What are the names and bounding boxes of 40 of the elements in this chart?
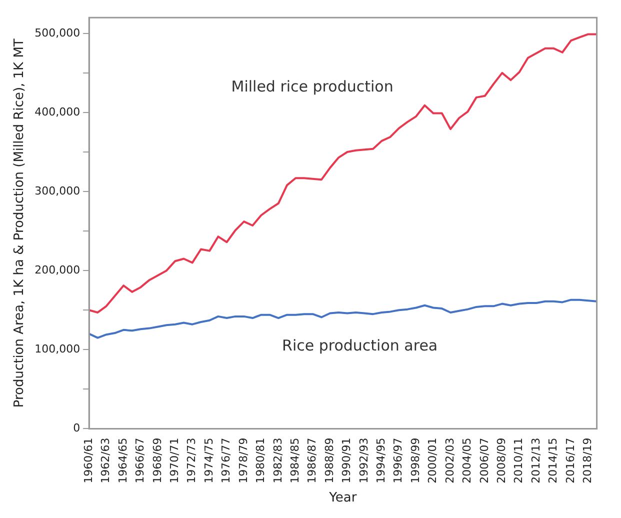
x-tick-label: 1990/91: [340, 438, 354, 484]
x-tick-label: 1964/65: [116, 438, 130, 484]
x-tick-label: 1994/95: [374, 438, 388, 484]
x-tick-label: 1982/83: [271, 438, 284, 484]
x-tick-label: 1966/67: [134, 438, 147, 484]
x-tick-label: 2006/07: [478, 438, 491, 484]
x-tick-label: 2018/19: [581, 438, 594, 484]
y-axis-title: Production Area, 1K ha & Production (Milled Rice), 1K MT: [12, 38, 28, 408]
x-tick-label: 2002/03: [443, 438, 456, 484]
y-tick-label: 400,000: [34, 105, 80, 118]
x-tick-label: 1984/85: [288, 438, 302, 484]
x-tick-label: 1974/75: [202, 438, 216, 484]
x-tick-label: 1970/71: [168, 438, 181, 484]
x-tick-label: 1968/69: [150, 438, 164, 484]
y-tick-label: 300,000: [34, 184, 80, 198]
x-tick-label: 2010/11: [512, 438, 526, 484]
x-axis-title: Year: [328, 490, 358, 506]
x-tick-label: 1972/73: [185, 438, 198, 484]
x-tick-label: 2000/01: [426, 438, 440, 484]
x-tick-label: 2004/05: [460, 438, 474, 484]
x-tick-label: 1960/61: [82, 438, 95, 484]
y-tick-label: 200,000: [34, 263, 80, 276]
x-tick-label: 1980/81: [254, 438, 268, 484]
x-tick-label: 1978/79: [236, 438, 250, 484]
y-tick-label: 500,000: [34, 26, 80, 40]
x-tick-label: 1998/99: [408, 438, 422, 484]
x-tick-label: 1976/77: [220, 438, 233, 484]
x-tick-label: 1988/89: [322, 438, 336, 484]
x-tick-label: 1992/93: [357, 438, 370, 484]
x-tick-label: 1986/87: [306, 438, 319, 484]
y-tick-label: 100,000: [34, 342, 80, 356]
text: Milled rice production: [231, 77, 394, 96]
x-tick-label: 2012/13: [529, 438, 542, 484]
x-tick-label: 1996/97: [392, 438, 405, 484]
x-tick-label: 1962/63: [99, 438, 112, 484]
x-tick-label: 2014/15: [546, 438, 560, 484]
series-label: Rice production area: [282, 336, 438, 354]
x-tick-label: 2008/09: [495, 438, 508, 484]
y-tick-label: 0: [73, 422, 80, 435]
x-tick-label: 2016/17: [564, 438, 577, 484]
